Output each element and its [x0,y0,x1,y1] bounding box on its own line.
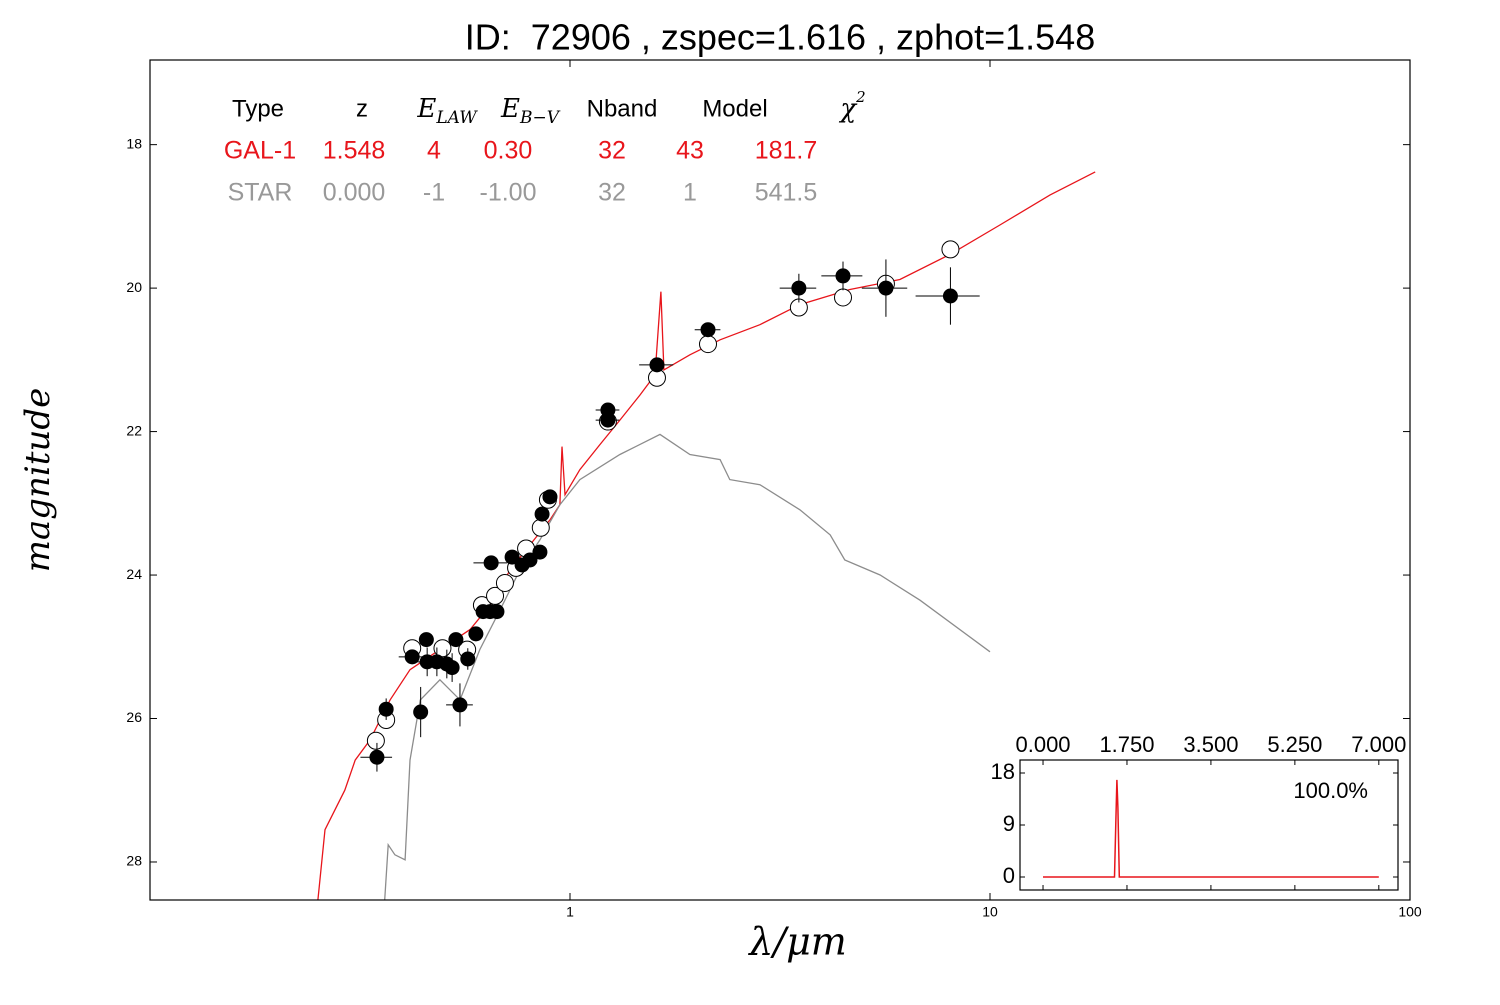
observed-photometry [504,549,520,565]
table-cell: 32 [598,179,626,207]
x-tick-label: 5.250 [1267,732,1322,757]
observed-photometry [532,544,548,560]
x-tick-label: 0.000 [1015,732,1070,757]
plot-area [317,171,1096,900]
observed-photometry [404,649,420,665]
model-line [384,433,991,900]
x-tick-label: 1 [566,904,574,920]
table-cell: 43 [676,137,704,165]
model-photometry [531,518,550,537]
table-header: EB−V [500,94,561,128]
observed-photometry [489,604,505,620]
table-cell: -1 [423,179,445,207]
observed-photometry [700,322,716,338]
observed-photometry [468,626,484,642]
plot-frame [149,59,1411,901]
observed-photometry [878,280,894,296]
observed-photometry [418,632,434,648]
table-cell: STAR [228,179,293,207]
y-tick-label: 22 [126,422,142,438]
observed-photometry [460,651,476,667]
observed-photometry [600,412,616,428]
model-photometry [495,573,514,592]
observed-photometry [791,280,807,296]
chart-title: ID: 72906 , zspec=1.616 , zphot=1.548 [465,17,1095,58]
table-cell: 0.30 [484,137,533,165]
table-header: χ2 [838,88,865,124]
model-photometry [834,288,853,307]
table-cell: 0.000 [323,179,386,207]
y-tick-label: 24 [126,566,142,582]
observed-photometry [483,555,499,571]
observed-photometry [534,506,550,522]
table-header: Nband [587,95,658,122]
observed-photometry [444,660,460,676]
model-photometry [699,335,718,354]
observed-photometry [522,552,538,568]
x-tick-label: 3.500 [1183,732,1238,757]
y-tick-label: 9 [1003,811,1015,836]
observed-photometry [835,268,851,284]
y-tick-label: 28 [126,853,142,869]
table-header: z [356,95,368,122]
table-cell: -1.00 [480,179,537,207]
y-tick-label: 18 [991,759,1015,784]
model-photometry [941,240,960,259]
x-tick-label: 7.000 [1351,732,1406,757]
observed-photometry [452,697,468,713]
x-tick-label: 100 [1398,904,1422,920]
header-subscript: LAW [435,108,478,128]
observed-photometry [378,701,394,717]
plot-area [1043,779,1379,878]
observed-photometry [448,632,464,648]
table-cell: 181.7 [755,137,818,165]
observed-photometry [413,704,429,720]
plot-frame [1019,759,1399,891]
observed-photometry [542,489,558,505]
table-cell: 1 [683,179,697,207]
annotation: 100.0% [1293,778,1368,803]
table-cell: 32 [598,137,626,165]
y-tick-label: 0 [1003,863,1015,888]
model-line [1043,779,1379,878]
y-tick-label: 20 [126,279,142,295]
model-line [317,171,1096,900]
header-subscript: B−V [519,108,561,128]
table-cell: GAL-1 [224,137,296,165]
observed-photometry [369,749,385,765]
y-tick-label: 18 [126,135,142,151]
header-symbol: E [500,94,520,124]
header-superscript: 2 [855,88,866,106]
x-tick-label: 10 [982,904,998,920]
table-header: Type [232,95,284,122]
table-cell: 1.548 [323,137,386,165]
table-cell: 4 [427,137,441,165]
table-header: Model [702,95,767,122]
observed-photometry [649,357,665,373]
x-tick-label: 1.750 [1099,732,1154,757]
y-axis-label: magnitude [18,388,58,573]
y-tick-label: 26 [126,709,142,725]
header-symbol: χ [838,94,858,124]
table-cell: 541.5 [755,179,818,207]
header-symbol: E [416,94,436,124]
observed-photometry [942,288,958,304]
model-photometry [366,731,385,750]
table-header: ELAW [416,94,478,128]
x-axis-label: λ/μm [747,920,847,964]
model-photometry [486,586,505,605]
